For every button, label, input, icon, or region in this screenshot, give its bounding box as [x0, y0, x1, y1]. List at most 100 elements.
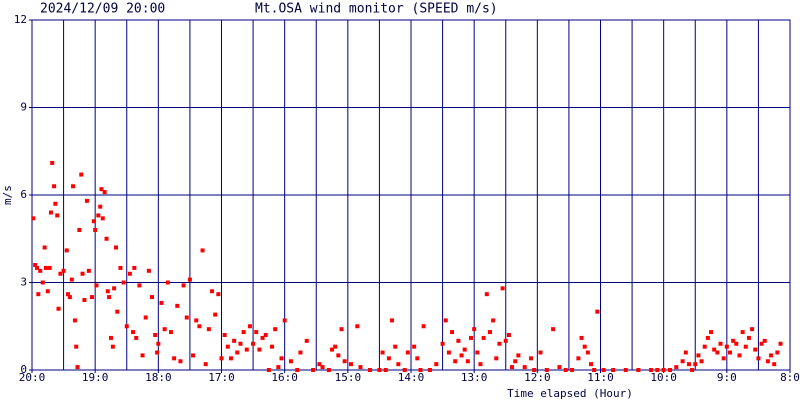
data-point [52, 184, 57, 189]
data-point [100, 216, 105, 221]
data-point [150, 295, 155, 300]
data-point [446, 350, 451, 355]
data-point [418, 368, 423, 372]
data-point [740, 330, 745, 335]
data-point [33, 263, 38, 267]
data-point [472, 327, 477, 332]
data-point [121, 280, 126, 285]
data-point [35, 265, 40, 270]
data-point [427, 368, 432, 372]
data-point [187, 277, 192, 282]
data-point [162, 327, 167, 332]
data-point [288, 359, 293, 364]
data-point [155, 350, 160, 355]
x-tick-label: 15:0 [335, 371, 362, 384]
data-point [107, 295, 112, 300]
data-point [405, 350, 410, 355]
data-point [765, 359, 770, 364]
data-point [61, 268, 66, 273]
data-point [53, 201, 58, 206]
data-point [222, 333, 227, 337]
data-point [753, 347, 758, 352]
data-point [140, 353, 145, 358]
data-point [513, 359, 518, 364]
data-point [667, 368, 672, 372]
data-point [298, 350, 303, 355]
data-point [459, 353, 464, 358]
data-point [674, 365, 679, 370]
data-point [225, 344, 230, 349]
data-point [112, 286, 117, 291]
data-point [551, 327, 556, 332]
y-tick-label: 6 [20, 188, 27, 201]
data-point [156, 341, 161, 346]
data-point [79, 172, 84, 177]
data-point [216, 292, 221, 297]
data-point [393, 344, 398, 349]
data-point [42, 245, 47, 250]
data-point [38, 268, 43, 273]
data-point [67, 295, 72, 300]
data-point [50, 160, 55, 165]
x-tick-label: 20:0 [19, 371, 46, 384]
data-point [510, 365, 515, 370]
data-point [367, 368, 372, 372]
data-point [544, 368, 549, 372]
data-point [105, 289, 110, 294]
data-point [415, 356, 420, 361]
data-point [86, 268, 91, 273]
data-point [721, 356, 726, 361]
data-point [118, 265, 123, 270]
data-point [48, 210, 53, 215]
data-point [348, 362, 353, 367]
data-point [655, 368, 660, 372]
data-point [36, 292, 41, 297]
data-point [709, 330, 714, 335]
data-point [383, 368, 388, 372]
data-point [200, 248, 205, 253]
data-point [503, 338, 508, 343]
x-tick-label: 9:0 [717, 371, 737, 384]
data-point [43, 265, 48, 270]
data-point [478, 362, 483, 367]
data-point [137, 283, 142, 288]
data-point [69, 277, 74, 282]
data-point [74, 344, 79, 349]
data-point [769, 353, 774, 358]
data-point [377, 368, 382, 372]
data-point [282, 318, 287, 323]
data-point [494, 356, 499, 361]
data-point [402, 368, 407, 372]
data-point [390, 318, 395, 323]
data-point [661, 368, 666, 372]
data-point [276, 365, 281, 370]
data-point [475, 350, 480, 355]
data-point [191, 353, 196, 358]
data-point [686, 362, 691, 367]
data-point [683, 350, 688, 355]
x-tick-label: 10:0 [650, 371, 677, 384]
data-point [165, 280, 170, 285]
data-point [746, 335, 751, 340]
data-point [175, 303, 180, 308]
data-point [772, 362, 777, 367]
data-point [66, 292, 71, 297]
data-point [71, 184, 76, 189]
data-point [238, 341, 243, 346]
data-point [778, 341, 783, 346]
data-point [500, 286, 505, 291]
data-point [72, 318, 77, 323]
data-point [47, 265, 52, 270]
data-point [380, 350, 385, 355]
data-point [434, 362, 439, 367]
data-point [143, 315, 148, 320]
data-point [592, 368, 597, 372]
data-point [159, 300, 164, 305]
data-point [443, 318, 448, 323]
data-point [219, 356, 224, 361]
data-point [99, 187, 104, 192]
data-point [263, 333, 268, 337]
data-point [247, 324, 252, 329]
data-point [31, 216, 36, 221]
